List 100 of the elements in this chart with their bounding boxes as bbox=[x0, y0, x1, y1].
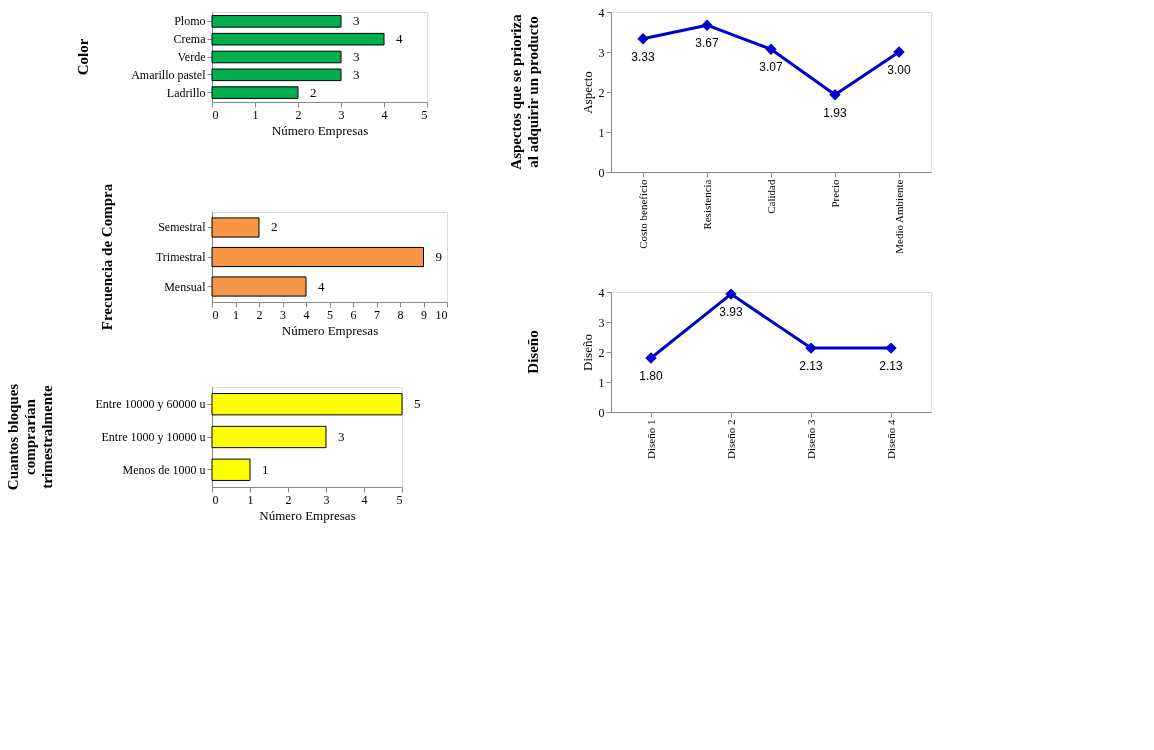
x-tick-label: 3 bbox=[280, 307, 286, 322]
y-tick-label: Semestral bbox=[158, 220, 207, 235]
data-label: 5 bbox=[414, 396, 421, 412]
text: Cuantos bloques comprarían trimestralmente bbox=[5, 383, 56, 491]
x-tick-label: 4 bbox=[361, 492, 368, 507]
bar bbox=[211, 68, 342, 82]
y-tick-label: Amarillo pastel bbox=[131, 67, 207, 82]
x-tick-label: 3 bbox=[323, 492, 330, 507]
data-label: 3 bbox=[353, 13, 360, 29]
x-axis-title: Número Empresas bbox=[259, 507, 356, 523]
y-axis-title: Diseño bbox=[579, 334, 595, 371]
point bbox=[829, 89, 841, 101]
data-label: 3.93 bbox=[719, 305, 743, 320]
text: Frecuencia de Compra bbox=[99, 183, 116, 331]
y-tick-label: Crema bbox=[173, 32, 207, 47]
x-tick-label: 1 bbox=[233, 307, 239, 322]
x-tick-label: Diseño 3 bbox=[804, 419, 817, 459]
x-tick-label: Costo beneficio bbox=[636, 179, 649, 249]
x-tick-label: 1 bbox=[252, 107, 259, 122]
x-axis-title: Número Empresas bbox=[281, 322, 379, 338]
y-tick-label: 4 bbox=[598, 285, 605, 300]
y-tick-label: 2 bbox=[598, 85, 605, 100]
x-tick-label: 10 bbox=[435, 307, 448, 322]
x-tick-label: Diseño 4 bbox=[884, 419, 897, 459]
x-tick-label: 8 bbox=[397, 307, 404, 322]
bar bbox=[211, 86, 299, 99]
y-axis-title: Aspecto bbox=[579, 71, 595, 114]
data-label: 3.33 bbox=[631, 49, 655, 64]
bar bbox=[211, 32, 385, 46]
x-tick-label: Resistencia bbox=[700, 179, 713, 230]
y-tick-label: Mensual bbox=[164, 279, 207, 294]
x-tick-label: 4 bbox=[303, 307, 310, 322]
data-label: 1.80 bbox=[639, 369, 663, 383]
text: Color bbox=[74, 38, 91, 76]
point bbox=[765, 43, 777, 55]
data-label: 2.13 bbox=[799, 359, 823, 374]
bar bbox=[211, 276, 307, 297]
data-label: 2.13 bbox=[879, 359, 903, 374]
data-label: 2 bbox=[310, 84, 317, 100]
bar bbox=[211, 246, 424, 268]
x-tick-label: 5 bbox=[396, 492, 403, 507]
bar bbox=[211, 50, 342, 64]
x-tick-label: 4 bbox=[381, 107, 388, 122]
x-tick-label: 2 bbox=[295, 107, 302, 122]
x-tick-label: 0 bbox=[212, 107, 219, 122]
text: Diseño bbox=[525, 330, 541, 374]
data-label: 4 bbox=[318, 278, 325, 294]
x-tick-label: 0 bbox=[212, 307, 219, 322]
x-tick-label: 7 bbox=[374, 307, 380, 322]
y-tick-label: 0 bbox=[598, 405, 605, 420]
y-tick-label: 0 bbox=[598, 165, 605, 180]
point bbox=[701, 19, 713, 31]
x-axis-title: Número Empresas bbox=[271, 122, 369, 138]
bar bbox=[211, 425, 327, 449]
y-tick-label: Trimestral bbox=[155, 250, 207, 264]
x-tick-label: Diseño 2 bbox=[724, 419, 737, 459]
x-tick-label: Calidad bbox=[764, 179, 777, 214]
point bbox=[637, 33, 649, 45]
point bbox=[645, 352, 657, 364]
data-label: 9 bbox=[435, 249, 442, 264]
x-tick-label: 2 bbox=[256, 307, 263, 322]
y-tick-label: 4 bbox=[598, 5, 605, 20]
y-tick-label: 1 bbox=[598, 375, 605, 390]
x-tick-label: Medio Ambiente bbox=[892, 179, 905, 254]
data-label: 1.93 bbox=[823, 105, 847, 120]
data-label: 3.67 bbox=[695, 36, 719, 51]
x-tick-label: 5 bbox=[421, 107, 428, 122]
point bbox=[805, 342, 817, 354]
y-tick-label: Entre 10000 y 60000 u bbox=[95, 397, 206, 412]
y-tick-label: 2 bbox=[598, 345, 605, 360]
text: Aspectos que se prioriza al adquirir un producto bbox=[508, 13, 541, 170]
bar bbox=[211, 458, 251, 481]
data-label: 2 bbox=[271, 219, 278, 235]
point bbox=[725, 288, 737, 300]
y-tick-label: Ladrillo bbox=[166, 85, 206, 100]
y-tick-label: Plomo bbox=[174, 14, 206, 29]
data-label: 3 bbox=[353, 66, 360, 82]
data-label: 3 bbox=[353, 49, 360, 64]
bar bbox=[211, 15, 342, 28]
x-tick-label: 1 bbox=[247, 492, 254, 507]
x-tick-label: 9 bbox=[421, 307, 427, 322]
y-tick-label: Entre 1000 y 10000 u bbox=[101, 430, 206, 444]
bar bbox=[211, 217, 260, 238]
point bbox=[893, 46, 905, 58]
x-tick-label: 5 bbox=[327, 307, 333, 322]
data-label: 3.07 bbox=[759, 60, 783, 75]
x-tick-label: 0 bbox=[212, 492, 219, 507]
y-tick-label: Verde bbox=[177, 50, 206, 64]
bar bbox=[211, 393, 403, 416]
y-tick-label: 3 bbox=[598, 45, 605, 60]
x-tick-label: 3 bbox=[338, 107, 345, 122]
point bbox=[885, 342, 897, 354]
data-label: 3.00 bbox=[887, 63, 911, 77]
y-tick-label: 1 bbox=[598, 125, 605, 140]
x-tick-label: Diseño 1 bbox=[644, 419, 657, 459]
x-tick-label: 6 bbox=[350, 307, 357, 322]
data-label: 1 bbox=[262, 461, 269, 477]
x-tick-label: Precio bbox=[828, 179, 841, 208]
x-tick-label: 2 bbox=[285, 492, 292, 507]
data-label: 4 bbox=[396, 31, 403, 47]
